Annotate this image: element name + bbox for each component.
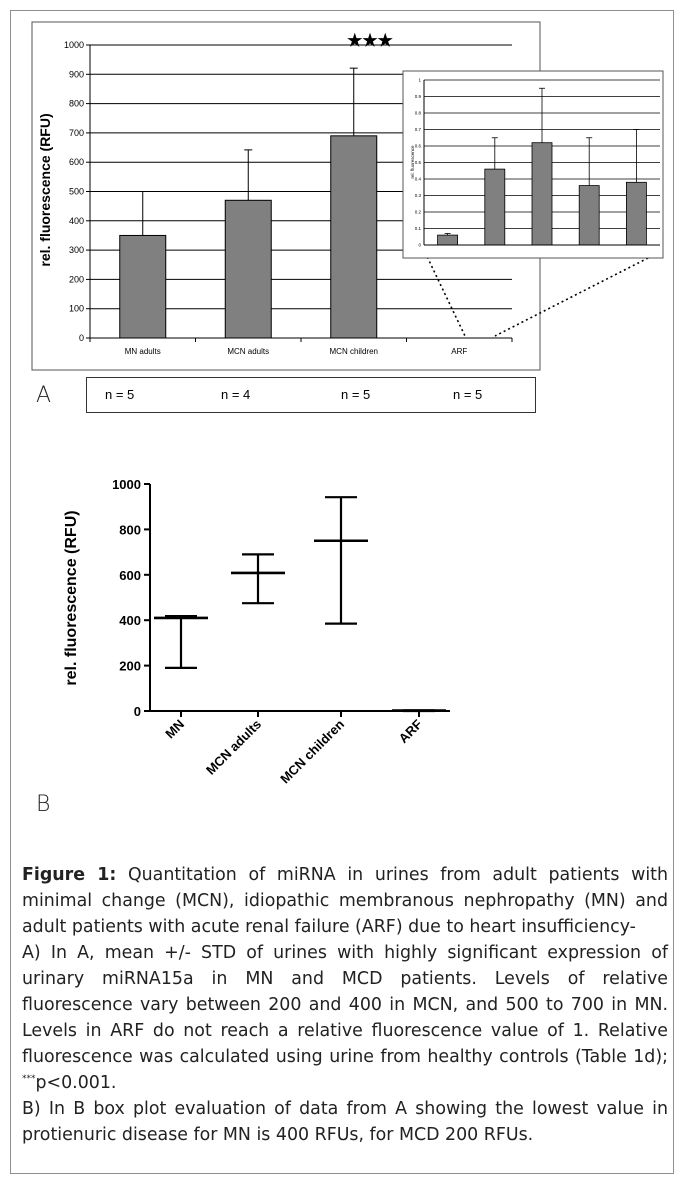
chart-a-x-tick-label: ARF	[451, 347, 467, 356]
inset-y-tick-label: 0.9	[415, 94, 422, 99]
panel-a-label: A	[36, 383, 52, 408]
inset-y-tick-label: 0.2	[415, 210, 422, 215]
caption-pvalue: p<0.001.	[35, 1073, 117, 1093]
inset-y-tick-label: 0.4	[415, 177, 422, 182]
chart-b-y-tick-label: 0	[134, 704, 141, 719]
chart-a-y-tick-label: 300	[69, 245, 84, 255]
caption-part-b: B) In B box plot evaluation of data from…	[22, 1099, 668, 1145]
chart-b-y-tick-label: 800	[119, 522, 141, 537]
figure-caption: Figure 1: Quantitation of miRNA in urine…	[22, 862, 668, 1148]
inset-bar	[531, 142, 553, 246]
inset-bar	[578, 185, 600, 246]
caption-significance-marker: ***	[22, 1074, 36, 1084]
chart-b-x-tick-label: MCN adults	[203, 717, 264, 778]
chart-a-significance: ★★★	[347, 31, 393, 50]
sample-size-mn: n = 5	[105, 387, 135, 402]
chart-a-x-tick-label: MN adults	[125, 347, 161, 356]
chart-a-y-tick-label: 200	[69, 274, 84, 284]
inset-y-tick-label: 0.8	[415, 111, 422, 116]
chart-a: 0 100 200 300 400 500 600 700 800 900 1000 MN adul…	[31, 21, 664, 371]
chart-b-y-axis-label: rel. fluorescence (RFU)	[63, 510, 80, 685]
inset-y-axis-label: rel. fluorescence	[410, 145, 415, 179]
sample-size-mcn-adults: n = 4	[221, 387, 251, 402]
inset-y-tick-label: 0	[418, 243, 421, 248]
inset-y-tick-label: 0.7	[415, 127, 422, 132]
chart-a-bar	[224, 199, 272, 339]
caption-part-a: A) In A, mean +/- STD of urines with hig…	[22, 943, 668, 1067]
zoom-line-right	[494, 257, 649, 337]
chart-a-y-tick-label: 0	[79, 333, 84, 343]
chart-a-y-tick-label: 1000	[64, 40, 84, 50]
chart-b-x-tick-label: MN	[162, 717, 187, 742]
chart-a-x-tick-label: MCN adults	[227, 347, 269, 356]
chart-a-y-axis-label: rel. fluorescence (RFU)	[37, 113, 53, 266]
sample-size-arf: n = 5	[453, 387, 483, 402]
zoom-line-left	[422, 247, 466, 337]
inset-y-tick-label: 0.3	[415, 193, 422, 198]
chart-a-y-tick-label: 600	[69, 157, 84, 167]
chart-a-y-tick-label: 400	[69, 216, 84, 226]
sample-size-row: n = 5 n = 4 n = 5 n = 5	[86, 377, 536, 413]
chart-b-y-tick-label: 400	[119, 613, 141, 628]
chart-a-y-tick-label: 700	[69, 128, 84, 138]
inset-bar	[437, 234, 459, 246]
inset-y-tick-label: 0.1	[415, 226, 422, 231]
inset-bar	[626, 181, 647, 246]
inset-chart: 0 0.1 0.2 0.3 0.4 0.5 0.6 0.7 0.8 0.9 1 rel. fluor…	[402, 70, 664, 259]
caption-label: Figure 1:	[22, 865, 117, 885]
inset-y-tick-label: 0.6	[415, 144, 422, 149]
chart-a-y-tick-label: 900	[69, 69, 84, 79]
chart-b: 0 200 400 600 800 1000 MN MCN adults MCN childr…	[63, 477, 450, 786]
chart-a-x-tick-label: MCN children	[330, 347, 378, 356]
chart-b-y-tick-label: 600	[119, 568, 141, 583]
panel-b-label: B	[36, 792, 51, 817]
chart-a-y-tick-label: 100	[69, 304, 84, 314]
inset-y-tick-label: 1	[418, 78, 421, 83]
chart-a-y-tick-label: 500	[69, 187, 84, 197]
inset-bar	[484, 168, 506, 246]
figure-frame	[10, 10, 674, 1174]
sample-size-mcn-children: n = 5	[341, 387, 371, 402]
chart-a-bar	[330, 135, 378, 339]
chart-a-y-tick-label: 800	[69, 99, 84, 109]
chart-b-x-tick-label: MCN children	[277, 716, 347, 786]
chart-a-bar	[119, 234, 167, 339]
inset-y-tick-label: 0.5	[415, 160, 422, 165]
chart-b-x-tick-label: ARF	[396, 716, 426, 746]
chart-b-y-tick-label: 1000	[112, 477, 141, 492]
caption-intro: Quantitation of miRNA in urines from adu…	[22, 865, 668, 937]
chart-b-y-tick-label: 200	[119, 659, 141, 674]
